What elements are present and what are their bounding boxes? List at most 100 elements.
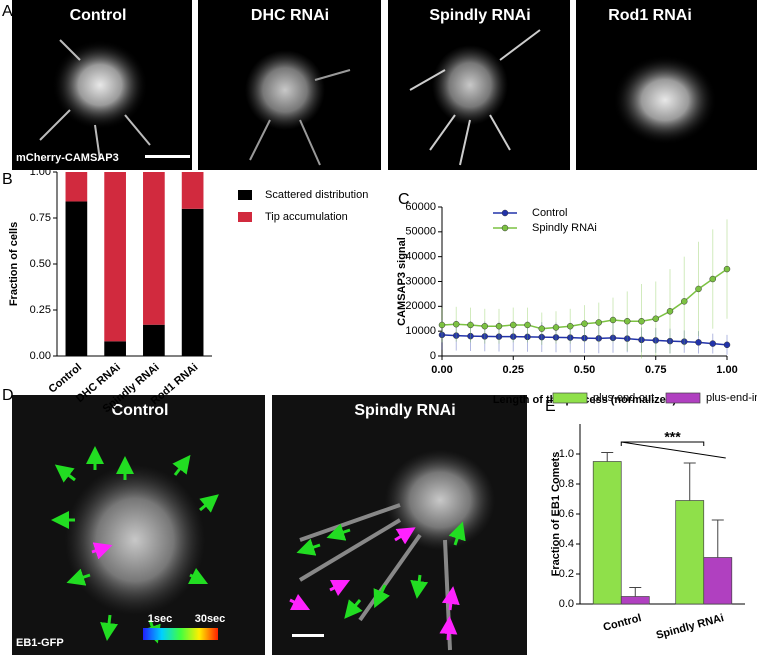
panel-letter: E [545, 398, 556, 415]
bar-segment [143, 172, 165, 325]
y-tick-label: 0.4 [559, 538, 574, 550]
panel-d: Control Spindly RNAi EB1-GFP 1sec 30sec [12, 395, 527, 655]
y-tick-label: 1.00 [30, 166, 51, 178]
error-bar [629, 587, 642, 597]
point [538, 325, 545, 332]
processes [39, 39, 151, 161]
y-tick-label: 0.75 [30, 212, 51, 224]
point [723, 265, 731, 273]
panel-letter: D [2, 387, 14, 404]
significance-bracket [620, 441, 726, 459]
y-tick-label: 60000 [405, 201, 436, 213]
bar-segment [181, 172, 204, 209]
point [681, 298, 688, 305]
x-tick-label: Spindly RNAi [655, 612, 725, 642]
point [695, 339, 702, 346]
y-tick-label: 0.2 [559, 568, 574, 580]
point [652, 337, 659, 344]
point [438, 331, 446, 339]
legend-swatch [552, 392, 588, 404]
image-label: DHC RNAi [251, 7, 329, 24]
y-axis-label: Fraction of cells [8, 222, 20, 306]
x-tick-label: 1.00 [716, 364, 737, 376]
legend-marker [501, 209, 509, 217]
y-tick-label: 0.00 [30, 350, 51, 362]
point [581, 320, 588, 327]
legend-label: Spindly RNAi [532, 222, 597, 234]
marker-label: mCherry-CAMSAP3 [16, 152, 119, 164]
point [495, 322, 503, 330]
x-tick-label: 0.00 [431, 364, 452, 376]
point [453, 332, 460, 339]
y-tick-label: 1.0 [559, 448, 574, 460]
x-tick-label: Control [46, 361, 84, 395]
image-label: Spindly RNAi [429, 7, 530, 24]
bar-segment [181, 208, 204, 356]
point [695, 285, 702, 293]
legend-label: plus-end-in [706, 392, 757, 404]
point [666, 308, 674, 315]
legend-label: Control [532, 207, 567, 219]
point [552, 334, 560, 341]
panel-a: Control DHC RNAi Spindly RNAi Rod1 RNAi … [12, 0, 757, 170]
arrows [51, 446, 466, 644]
y-tick-label: 0.50 [30, 258, 51, 270]
panel-letter: A [2, 3, 13, 20]
bar [675, 500, 705, 605]
y-tick-label: 50000 [405, 226, 436, 238]
x-tick-label: 0.75 [645, 364, 666, 376]
cell [432, 45, 508, 125]
x-tick-label: Control [602, 612, 643, 634]
point [666, 337, 674, 345]
point [481, 322, 488, 330]
point [567, 322, 574, 330]
point [609, 316, 617, 324]
point [524, 321, 531, 329]
cell [65, 465, 205, 615]
point [510, 333, 517, 340]
arrows [91, 527, 460, 641]
y-tick-label: 20000 [405, 300, 436, 312]
y-tick-label: 10000 [405, 325, 436, 337]
image-label: Control [112, 402, 169, 419]
point [652, 315, 659, 322]
point [624, 317, 631, 325]
point [681, 338, 688, 345]
processes [409, 29, 541, 166]
point [638, 336, 645, 344]
point [481, 333, 488, 340]
y-tick-label: 40000 [405, 251, 436, 263]
legend-swatch [665, 392, 701, 404]
point [453, 320, 460, 328]
scale-bar [292, 634, 324, 637]
panel-letter: C [398, 191, 410, 208]
y-axis-label: Fraction of EB1 Comets [550, 452, 562, 577]
legend-label: Scattered distribution [265, 189, 368, 201]
cell [613, 55, 717, 145]
y-tick-label: 0.6 [559, 508, 574, 520]
colorbar [143, 628, 218, 640]
point [624, 335, 631, 342]
point [723, 341, 731, 349]
bar-segment [65, 201, 88, 356]
legend-marker [501, 224, 509, 232]
legend-swatch [238, 212, 252, 222]
processes [249, 69, 351, 166]
y-tick-label: 0.8 [559, 478, 574, 490]
bar [703, 557, 733, 605]
y-tick-label: 0.25 [30, 304, 51, 316]
point [609, 334, 617, 342]
point [595, 319, 602, 326]
bar-segment [104, 172, 126, 342]
point [552, 324, 560, 331]
point [709, 340, 716, 347]
point [495, 333, 503, 340]
bar-segment [65, 172, 88, 202]
annotation: *** [664, 429, 681, 445]
point [638, 317, 645, 325]
cell [52, 40, 148, 130]
legend-label: plus-end-out [593, 392, 654, 404]
scale-bar [145, 155, 190, 158]
colorbar-label: 1sec [148, 613, 172, 625]
bar-segment [104, 341, 126, 356]
